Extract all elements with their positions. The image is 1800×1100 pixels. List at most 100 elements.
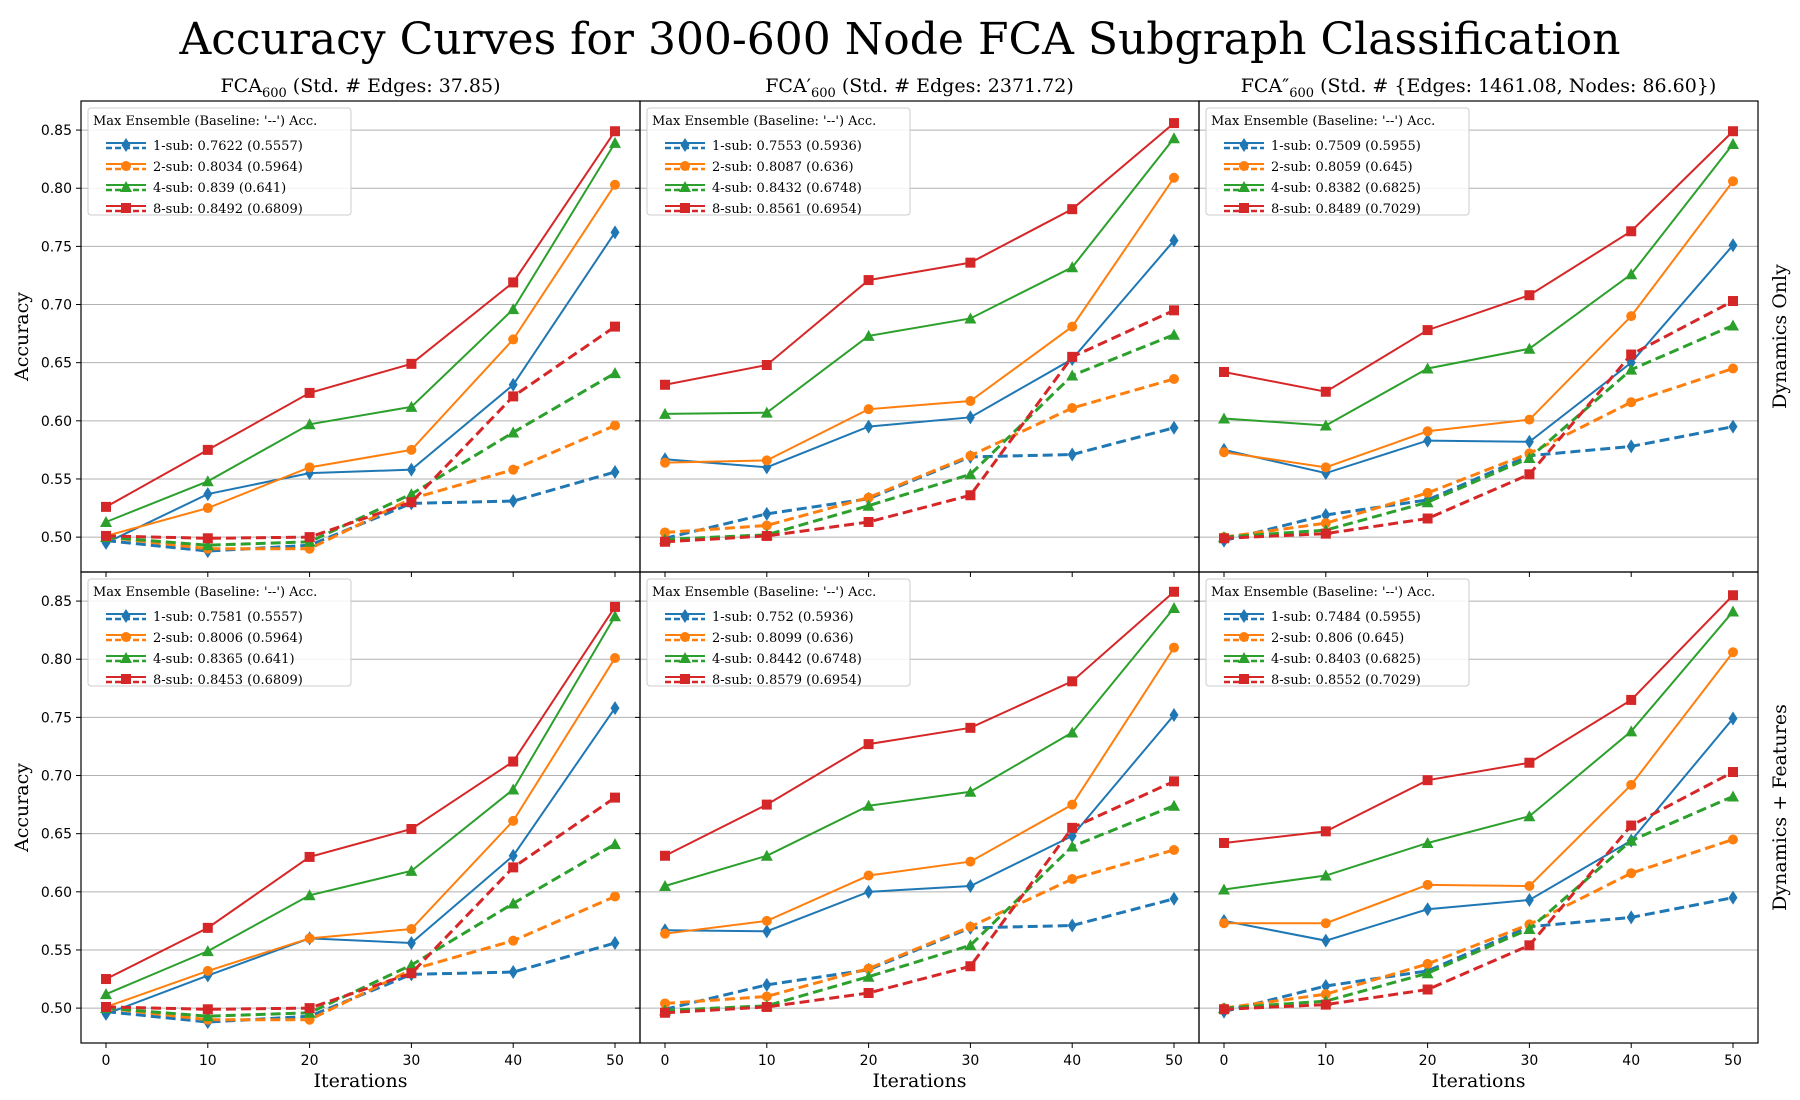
legend-title: Max Ensemble (Baseline: '--') Acc. bbox=[93, 585, 317, 600]
data-point-1-sub-dashed bbox=[762, 977, 772, 992]
data-point-1-sub-dashed bbox=[610, 464, 620, 479]
data-point-2-sub-solid bbox=[660, 457, 670, 468]
legend-entry: 2-sub: 0.8087 (0.636) bbox=[712, 160, 854, 175]
data-point-8-sub-solid bbox=[863, 739, 874, 750]
data-point-8-sub-dashed bbox=[101, 530, 111, 541]
data-point-1-sub-solid bbox=[864, 419, 874, 434]
x-tick-label: 10 bbox=[758, 1053, 776, 1069]
y-tick-label: 0.65 bbox=[41, 356, 72, 372]
data-point-1-sub-solid bbox=[1169, 708, 1179, 723]
subplot-title: FCA′600 (Std. # Edges: 2371.72) bbox=[765, 75, 1074, 101]
title-rest: (Std. # Edges: 37.85) bbox=[287, 75, 501, 97]
legend-entry: 1-sub: 0.7484 (0.5955) bbox=[1271, 610, 1421, 625]
data-point-2-sub-solid bbox=[1422, 879, 1433, 890]
series-line-2-sub-solid bbox=[105, 184, 616, 537]
data-point-8-sub-solid bbox=[1626, 694, 1637, 705]
series-line-4-sub-solid bbox=[664, 137, 1175, 415]
data-point-2-sub-solid bbox=[1320, 462, 1331, 473]
data-point-8-sub-solid bbox=[1422, 775, 1433, 786]
series-line-8-sub-dashed bbox=[1223, 770, 1734, 1011]
series-line-4-sub-solid bbox=[664, 607, 1175, 887]
y-tick-label: 0.55 bbox=[41, 472, 72, 488]
subplot-r1-c0: 0.50 0.55 0.60 0.65 0.70 0.75 0.80 0.85 0 10 20 30 4… bbox=[11, 571, 641, 1092]
y-tick-label: 0.85 bbox=[41, 594, 72, 610]
data-point-8-sub-dashed bbox=[1626, 349, 1637, 360]
data-point-1-sub-solid bbox=[762, 924, 772, 939]
data-point-2-sub-solid bbox=[863, 870, 874, 881]
series-line-2-sub-dashed bbox=[1223, 367, 1734, 539]
data-point-1-sub-solid bbox=[1423, 433, 1433, 448]
data-point-4-sub-solid bbox=[659, 880, 671, 891]
data-point-8-sub-dashed bbox=[508, 862, 519, 873]
data-point-8-sub-solid bbox=[761, 799, 772, 810]
data-point-2-sub-dashed bbox=[1728, 363, 1738, 374]
data-point-2-sub-solid bbox=[761, 915, 772, 926]
data-point-2-sub-solid bbox=[508, 334, 519, 345]
legend-marker bbox=[1239, 138, 1249, 152]
x-tick-label: 50 bbox=[606, 1053, 624, 1069]
data-point-4-sub-solid bbox=[1066, 261, 1079, 273]
data-point-1-sub-solid bbox=[1728, 238, 1738, 253]
series-line-4-sub-dashed bbox=[664, 333, 1175, 541]
data-point-4-sub-solid bbox=[100, 515, 112, 527]
series-line-8-sub-solid bbox=[1223, 594, 1734, 844]
series-line-8-sub-solid bbox=[105, 130, 616, 508]
series-line-4-sub-solid bbox=[1223, 610, 1734, 891]
x-tick-label: 20 bbox=[1419, 1053, 1437, 1069]
data-point-8-sub-solid bbox=[761, 359, 772, 370]
data-point-4-sub-dashed bbox=[507, 426, 520, 438]
data-point-2-sub-dashed bbox=[508, 464, 519, 475]
legend-entry: 8-sub: 0.8561 (0.6954) bbox=[712, 202, 862, 217]
x-axis-label: Iterations bbox=[314, 1070, 408, 1092]
legend-entry: 2-sub: 0.8059 (0.645) bbox=[1271, 160, 1413, 175]
legend-marker bbox=[120, 652, 132, 663]
legend-marker bbox=[121, 203, 131, 213]
data-point-8-sub-dashed bbox=[863, 516, 874, 527]
row-label: Dynamics Only bbox=[1769, 264, 1791, 409]
legend-entry: 2-sub: 0.8099 (0.636) bbox=[712, 631, 854, 646]
legend-marker bbox=[680, 632, 690, 642]
data-point-4-sub-solid bbox=[405, 400, 418, 412]
legend-entry: 1-sub: 0.7622 (0.5557) bbox=[153, 139, 303, 154]
series-line-8-sub-solid bbox=[1223, 130, 1734, 393]
y-tick-label: 0.60 bbox=[41, 885, 72, 901]
series-line-4-sub-dashed bbox=[1223, 795, 1734, 1010]
legend-marker bbox=[121, 609, 131, 623]
data-point-8-sub-solid bbox=[660, 850, 670, 861]
data-point-8-sub-solid bbox=[1524, 757, 1535, 768]
data-point-1-sub-dashed bbox=[1728, 419, 1738, 434]
y-tick-label: 0.65 bbox=[41, 827, 72, 843]
data-point-4-sub-dashed bbox=[405, 959, 418, 971]
data-point-2-sub-solid bbox=[202, 965, 213, 976]
data-point-8-sub-dashed bbox=[1169, 305, 1179, 316]
data-point-1-sub-solid bbox=[610, 225, 620, 240]
data-point-2-sub-dashed bbox=[1728, 834, 1738, 845]
data-point-4-sub-dashed bbox=[201, 1010, 214, 1022]
legend-title: Max Ensemble (Baseline: '--') Acc. bbox=[1211, 114, 1435, 129]
data-point-4-sub-solid bbox=[760, 406, 773, 418]
legend-title: Max Ensemble (Baseline: '--') Acc. bbox=[652, 585, 876, 600]
data-point-4-sub-solid bbox=[1625, 725, 1638, 737]
legend-marker bbox=[679, 181, 691, 192]
x-tick-label: 50 bbox=[1724, 1053, 1742, 1069]
data-point-2-sub-dashed bbox=[660, 998, 670, 1009]
subplot-title: FCA600 (Std. # Edges: 37.85) bbox=[220, 75, 500, 101]
y-tick-label: 0.55 bbox=[41, 943, 72, 959]
title-subscript: 600 bbox=[262, 86, 287, 101]
legend-entry: 8-sub: 0.8489 (0.7029) bbox=[1271, 202, 1421, 217]
data-point-8-sub-solid bbox=[1626, 226, 1637, 237]
data-point-4-sub-solid bbox=[303, 889, 316, 901]
data-point-4-sub-dashed bbox=[1421, 496, 1434, 508]
data-point-8-sub-dashed bbox=[863, 987, 874, 998]
data-point-8-sub-dashed bbox=[406, 968, 417, 979]
series-line-1-sub-dashed bbox=[664, 897, 1175, 1011]
data-point-8-sub-dashed bbox=[1067, 351, 1078, 362]
subplot-title: FCA″600 (Std. # {Edges: 1461.08, Nodes: … bbox=[1241, 75, 1717, 101]
data-point-8-sub-solid bbox=[1219, 366, 1229, 377]
data-point-4-sub-dashed bbox=[1066, 840, 1079, 852]
legend-entry: 2-sub: 0.8034 (0.5964) bbox=[153, 160, 303, 175]
legend-marker bbox=[121, 161, 131, 171]
series-line-2-sub-dashed bbox=[105, 424, 616, 551]
legend-box bbox=[646, 107, 911, 216]
figure-title: Accuracy Curves for 300-600 Node FCA Sub… bbox=[179, 14, 1621, 65]
